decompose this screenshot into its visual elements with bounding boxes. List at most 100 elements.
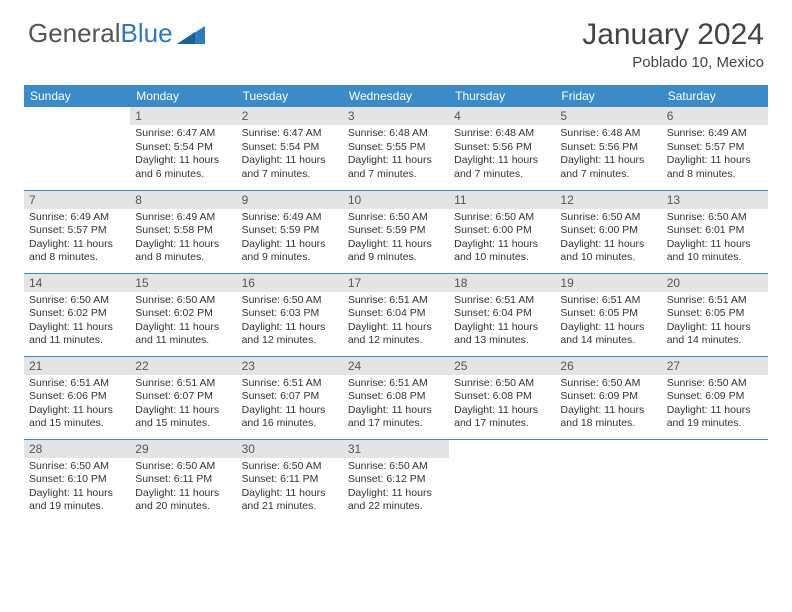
sunset-text: Sunset: 5:54 PM bbox=[135, 141, 231, 155]
sunset-text: Sunset: 5:58 PM bbox=[135, 224, 231, 238]
calendar-row: 21Sunrise: 6:51 AMSunset: 6:06 PMDayligh… bbox=[24, 356, 768, 439]
day-content: Sunrise: 6:51 AMSunset: 6:05 PMDaylight:… bbox=[662, 292, 768, 353]
sunrise-text: Sunrise: 6:50 AM bbox=[242, 294, 338, 308]
sunrise-text: Sunrise: 6:51 AM bbox=[135, 377, 231, 391]
page-title: January 2024 bbox=[582, 18, 764, 52]
day-number: 29 bbox=[130, 440, 236, 458]
day-number: 31 bbox=[343, 440, 449, 458]
calendar-cell: 23Sunrise: 6:51 AMSunset: 6:07 PMDayligh… bbox=[237, 356, 343, 439]
sunset-text: Sunset: 6:00 PM bbox=[454, 224, 550, 238]
day-number: 3 bbox=[343, 107, 449, 125]
day-number: 4 bbox=[449, 107, 555, 125]
calendar-cell: 20Sunrise: 6:51 AMSunset: 6:05 PMDayligh… bbox=[662, 273, 768, 356]
daylight-text: Daylight: 11 hours and 10 minutes. bbox=[560, 238, 656, 265]
sunset-text: Sunset: 5:59 PM bbox=[348, 224, 444, 238]
sunrise-text: Sunrise: 6:51 AM bbox=[348, 377, 444, 391]
calendar-cell: 21Sunrise: 6:51 AMSunset: 6:06 PMDayligh… bbox=[24, 356, 130, 439]
sunrise-text: Sunrise: 6:47 AM bbox=[135, 127, 231, 141]
daylight-text: Daylight: 11 hours and 21 minutes. bbox=[242, 487, 338, 514]
sunset-text: Sunset: 6:08 PM bbox=[348, 390, 444, 404]
daylight-text: Daylight: 11 hours and 12 minutes. bbox=[348, 321, 444, 348]
day-content: Sunrise: 6:51 AMSunset: 6:04 PMDaylight:… bbox=[343, 292, 449, 353]
logo-text-1: General bbox=[28, 18, 121, 49]
daylight-text: Daylight: 11 hours and 15 minutes. bbox=[29, 404, 125, 431]
calendar-cell: . bbox=[662, 439, 768, 522]
sunset-text: Sunset: 6:11 PM bbox=[242, 473, 338, 487]
day-content: Sunrise: 6:50 AMSunset: 6:11 PMDaylight:… bbox=[237, 458, 343, 519]
day-content: Sunrise: 6:50 AMSunset: 6:10 PMDaylight:… bbox=[24, 458, 130, 519]
daylight-text: Daylight: 11 hours and 9 minutes. bbox=[242, 238, 338, 265]
daylight-text: Daylight: 11 hours and 14 minutes. bbox=[667, 321, 763, 348]
calendar-cell: 24Sunrise: 6:51 AMSunset: 6:08 PMDayligh… bbox=[343, 356, 449, 439]
weekday-header-row: Sunday Monday Tuesday Wednesday Thursday… bbox=[24, 85, 768, 107]
sunset-text: Sunset: 5:55 PM bbox=[348, 141, 444, 155]
day-content: Sunrise: 6:49 AMSunset: 5:57 PMDaylight:… bbox=[24, 209, 130, 270]
day-number: 26 bbox=[555, 357, 661, 375]
daylight-text: Daylight: 11 hours and 19 minutes. bbox=[29, 487, 125, 514]
day-content: Sunrise: 6:50 AMSunset: 6:03 PMDaylight:… bbox=[237, 292, 343, 353]
day-number: 21 bbox=[24, 357, 130, 375]
day-number: 5 bbox=[555, 107, 661, 125]
sunrise-text: Sunrise: 6:51 AM bbox=[667, 294, 763, 308]
daylight-text: Daylight: 11 hours and 16 minutes. bbox=[242, 404, 338, 431]
sunset-text: Sunset: 5:54 PM bbox=[242, 141, 338, 155]
sunrise-text: Sunrise: 6:50 AM bbox=[29, 294, 125, 308]
sunrise-text: Sunrise: 6:49 AM bbox=[135, 211, 231, 225]
day-number: 9 bbox=[237, 191, 343, 209]
calendar-cell: 18Sunrise: 6:51 AMSunset: 6:04 PMDayligh… bbox=[449, 273, 555, 356]
calendar-cell: 11Sunrise: 6:50 AMSunset: 6:00 PMDayligh… bbox=[449, 190, 555, 273]
calendar-cell: 1Sunrise: 6:47 AMSunset: 5:54 PMDaylight… bbox=[130, 107, 236, 190]
day-number: 30 bbox=[237, 440, 343, 458]
day-content: Sunrise: 6:50 AMSunset: 6:12 PMDaylight:… bbox=[343, 458, 449, 519]
day-content: Sunrise: 6:50 AMSunset: 6:09 PMDaylight:… bbox=[555, 375, 661, 436]
sunset-text: Sunset: 5:57 PM bbox=[29, 224, 125, 238]
calendar-cell: 13Sunrise: 6:50 AMSunset: 6:01 PMDayligh… bbox=[662, 190, 768, 273]
calendar-table: Sunday Monday Tuesday Wednesday Thursday… bbox=[24, 85, 768, 522]
weekday-header: Wednesday bbox=[343, 85, 449, 107]
daylight-text: Daylight: 11 hours and 14 minutes. bbox=[560, 321, 656, 348]
sunset-text: Sunset: 6:03 PM bbox=[242, 307, 338, 321]
calendar-cell: 15Sunrise: 6:50 AMSunset: 6:02 PMDayligh… bbox=[130, 273, 236, 356]
sunrise-text: Sunrise: 6:48 AM bbox=[454, 127, 550, 141]
daylight-text: Daylight: 11 hours and 9 minutes. bbox=[348, 238, 444, 265]
weekday-header: Sunday bbox=[24, 85, 130, 107]
day-content: Sunrise: 6:50 AMSunset: 6:02 PMDaylight:… bbox=[130, 292, 236, 353]
daylight-text: Daylight: 11 hours and 7 minutes. bbox=[348, 154, 444, 181]
day-number: 23 bbox=[237, 357, 343, 375]
sunrise-text: Sunrise: 6:50 AM bbox=[454, 377, 550, 391]
day-content: Sunrise: 6:50 AMSunset: 6:11 PMDaylight:… bbox=[130, 458, 236, 519]
sunrise-text: Sunrise: 6:49 AM bbox=[667, 127, 763, 141]
day-content: Sunrise: 6:50 AMSunset: 6:02 PMDaylight:… bbox=[24, 292, 130, 353]
daylight-text: Daylight: 11 hours and 7 minutes. bbox=[454, 154, 550, 181]
day-content: Sunrise: 6:48 AMSunset: 5:56 PMDaylight:… bbox=[449, 125, 555, 186]
day-content: Sunrise: 6:47 AMSunset: 5:54 PMDaylight:… bbox=[237, 125, 343, 186]
day-number: 24 bbox=[343, 357, 449, 375]
day-number: 6 bbox=[662, 107, 768, 125]
calendar-row: 28Sunrise: 6:50 AMSunset: 6:10 PMDayligh… bbox=[24, 439, 768, 522]
sunrise-text: Sunrise: 6:51 AM bbox=[29, 377, 125, 391]
calendar-cell: 29Sunrise: 6:50 AMSunset: 6:11 PMDayligh… bbox=[130, 439, 236, 522]
day-number: 11 bbox=[449, 191, 555, 209]
calendar-cell: 5Sunrise: 6:48 AMSunset: 5:56 PMDaylight… bbox=[555, 107, 661, 190]
sunset-text: Sunset: 6:00 PM bbox=[560, 224, 656, 238]
day-number: 28 bbox=[24, 440, 130, 458]
day-content: Sunrise: 6:50 AMSunset: 6:00 PMDaylight:… bbox=[555, 209, 661, 270]
sunrise-text: Sunrise: 6:50 AM bbox=[242, 460, 338, 474]
day-content: Sunrise: 6:50 AMSunset: 5:59 PMDaylight:… bbox=[343, 209, 449, 270]
sunset-text: Sunset: 6:07 PM bbox=[135, 390, 231, 404]
sunrise-text: Sunrise: 6:50 AM bbox=[560, 211, 656, 225]
sunset-text: Sunset: 6:01 PM bbox=[667, 224, 763, 238]
sunset-text: Sunset: 6:05 PM bbox=[667, 307, 763, 321]
weekday-header: Thursday bbox=[449, 85, 555, 107]
daylight-text: Daylight: 11 hours and 12 minutes. bbox=[242, 321, 338, 348]
calendar-cell: 14Sunrise: 6:50 AMSunset: 6:02 PMDayligh… bbox=[24, 273, 130, 356]
logo: GeneralBlue bbox=[28, 18, 205, 49]
calendar-row: 14Sunrise: 6:50 AMSunset: 6:02 PMDayligh… bbox=[24, 273, 768, 356]
sunrise-text: Sunrise: 6:51 AM bbox=[560, 294, 656, 308]
day-content: Sunrise: 6:49 AMSunset: 5:59 PMDaylight:… bbox=[237, 209, 343, 270]
calendar-cell: 19Sunrise: 6:51 AMSunset: 6:05 PMDayligh… bbox=[555, 273, 661, 356]
calendar-cell: 3Sunrise: 6:48 AMSunset: 5:55 PMDaylight… bbox=[343, 107, 449, 190]
sunset-text: Sunset: 6:02 PM bbox=[135, 307, 231, 321]
day-content: Sunrise: 6:48 AMSunset: 5:56 PMDaylight:… bbox=[555, 125, 661, 186]
sunset-text: Sunset: 5:56 PM bbox=[560, 141, 656, 155]
